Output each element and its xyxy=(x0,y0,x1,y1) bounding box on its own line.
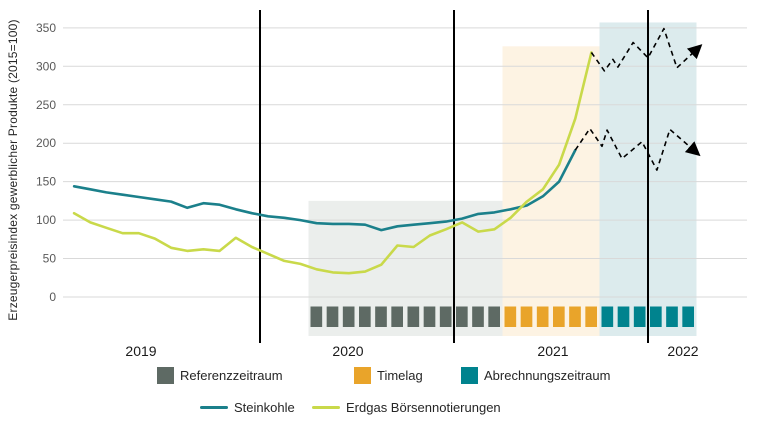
legend-item-referenzzeitraum: Referenzzeitraum xyxy=(157,367,283,384)
legend-label-steinkohle: Steinkohle xyxy=(234,400,295,415)
month-square xyxy=(342,306,355,327)
month-square xyxy=(666,306,678,327)
highlight-regions xyxy=(308,22,697,336)
erdgas-line-swatch-icon xyxy=(312,406,340,409)
month-square xyxy=(569,306,581,327)
x-year-label-2022: 2022 xyxy=(667,343,698,359)
y-tick-150: 150 xyxy=(36,175,56,189)
gridlines-and-ticks: 0 50 100 150 200 250 300 350 xyxy=(36,21,747,304)
y-tick-50: 50 xyxy=(43,252,57,266)
y-tick-100: 100 xyxy=(36,213,56,227)
region-timelag xyxy=(502,46,600,336)
month-square xyxy=(682,306,694,327)
month-square xyxy=(585,306,597,327)
legend-item-timelag: Timelag xyxy=(354,367,423,384)
legend-label-abrechnungszeitraum: Abrechnungszeitraum xyxy=(484,368,611,383)
month-square xyxy=(520,306,533,327)
abrechnungszeitraum-swatch-icon xyxy=(461,367,478,384)
month-square xyxy=(633,306,646,327)
legend-label-referenzzeitraum: Referenzzeitraum xyxy=(180,368,283,383)
steinkohle-line-swatch-icon xyxy=(200,406,228,409)
y-tick-200: 200 xyxy=(36,136,56,150)
month-square xyxy=(504,306,517,327)
y-tick-250: 250 xyxy=(36,98,56,112)
timelag-swatch-icon xyxy=(354,367,371,384)
year-boundary-lines xyxy=(259,10,649,343)
x-year-label-2020: 2020 xyxy=(332,343,363,359)
forecast-line-erdgas-fortschreibung-gestrichelt- xyxy=(590,27,703,72)
month-square xyxy=(407,306,420,327)
legend-item-abrechnungszeitraum: Abrechnungszeitraum xyxy=(461,367,610,384)
x-year-label-2021: 2021 xyxy=(537,343,568,359)
x-year-label-2019: 2019 xyxy=(125,343,156,359)
legend-item-steinkohle: Steinkohle xyxy=(200,400,295,415)
month-square xyxy=(650,306,662,327)
month-square xyxy=(359,306,371,327)
month-square xyxy=(391,306,403,327)
month-square xyxy=(456,306,468,327)
month-square xyxy=(472,306,484,327)
y-tick-0: 0 xyxy=(49,290,56,304)
month-square xyxy=(326,306,339,327)
month-square xyxy=(617,306,630,327)
month-square xyxy=(310,306,323,327)
month-square xyxy=(601,306,614,327)
month-square xyxy=(375,306,387,327)
forecast-line-steinkohle-fortschreibung-gestrichelt- xyxy=(574,127,701,171)
y-tick-350: 350 xyxy=(36,21,56,35)
x-axis-year-labels: 2019 2020 2021 2022 xyxy=(125,343,698,359)
referenzzeitraum-swatch-icon xyxy=(157,367,174,384)
month-squares xyxy=(310,306,694,327)
data-series xyxy=(72,27,703,275)
month-square xyxy=(553,306,565,327)
month-square xyxy=(423,306,436,327)
month-square xyxy=(536,306,549,327)
series-line-erdgas-b-rsennotierungen xyxy=(72,51,593,275)
legend-label-timelag: Timelag xyxy=(377,368,423,383)
line-chart: 0 50 100 150 200 250 300 350 2019 2020 2021 2022 xyxy=(36,10,747,359)
month-square xyxy=(488,306,500,327)
y-tick-300: 300 xyxy=(36,59,56,73)
series-line-steinkohle xyxy=(72,148,577,232)
legend-label-erdgas: Erdgas Börsennotierungen xyxy=(346,400,501,415)
month-square xyxy=(439,306,452,327)
legend-item-erdgas: Erdgas Börsennotierungen xyxy=(312,400,501,415)
